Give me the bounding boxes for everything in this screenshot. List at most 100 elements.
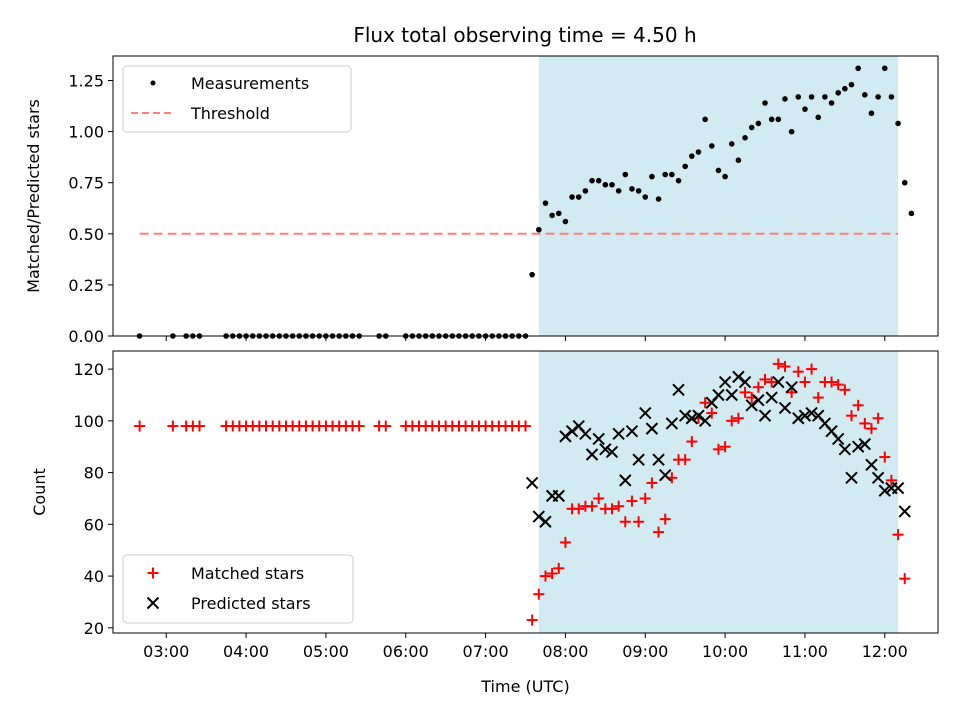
matched-star-point xyxy=(613,500,625,512)
measurement-point xyxy=(855,65,861,72)
measurement-point xyxy=(888,94,895,100)
matched-star-point xyxy=(539,570,551,582)
matched-star-point xyxy=(786,386,798,398)
predicted-star-point xyxy=(585,448,599,461)
measurement-point xyxy=(788,128,795,135)
measurement-point xyxy=(662,171,669,178)
predicted-star-point xyxy=(619,474,632,487)
predicted-star-point xyxy=(831,432,845,446)
predicted-star-point xyxy=(698,414,712,428)
predicted-star-point xyxy=(592,432,605,446)
measurement-point xyxy=(575,194,582,200)
bottom-legend: Matched stars Predicted stars xyxy=(122,554,354,624)
matched-star-point xyxy=(726,415,738,427)
matched-star-point xyxy=(852,399,864,411)
matched-star-point xyxy=(739,386,751,398)
matched-star-point xyxy=(134,420,146,432)
matched-star-point xyxy=(167,420,179,432)
predicted-star-point xyxy=(685,412,699,425)
matched-star-point xyxy=(892,529,904,541)
matched-star-point xyxy=(826,376,838,388)
matched-star-point xyxy=(586,500,598,512)
top-y-tick-label: 1.25 xyxy=(68,72,104,91)
matched-star-point xyxy=(646,477,658,489)
measurement-point xyxy=(549,212,555,219)
measurement-point xyxy=(722,173,728,180)
matched-star-point xyxy=(706,407,718,419)
matched-star-point xyxy=(559,536,571,548)
measurement-point xyxy=(569,194,575,200)
predicted-star-point xyxy=(539,515,552,528)
measurement-point xyxy=(655,196,662,202)
predicted-star-point xyxy=(599,443,612,456)
measurement-point xyxy=(875,94,881,100)
measurement-point xyxy=(622,171,629,178)
matched-star-point xyxy=(779,361,791,373)
predicted-star-point xyxy=(632,453,645,466)
bottom-axes-frame xyxy=(112,350,939,634)
measurement-point xyxy=(635,188,642,194)
top-legend-box xyxy=(122,65,352,133)
matched-star-point xyxy=(719,441,731,453)
predicted-star-point xyxy=(858,437,872,451)
matched-star-point xyxy=(573,503,585,515)
predicted-star-point xyxy=(579,427,592,440)
top-panel: 0.00 0.25 0.50 0.75 1.00 1.25 Matched/Predict… xyxy=(24,55,939,346)
matched-star-point xyxy=(593,492,605,504)
matched-star-point xyxy=(759,373,771,385)
predicted-star-point xyxy=(745,399,758,412)
measurement-point xyxy=(742,134,748,141)
predicted-star-point xyxy=(718,375,732,389)
measurement-point xyxy=(682,163,688,170)
measurement-point xyxy=(536,226,542,233)
predicted-star-point xyxy=(659,468,672,482)
legend-predicted-cross xyxy=(146,596,160,610)
measurement-point xyxy=(802,106,808,112)
measurement-point xyxy=(868,110,875,117)
matched-star-point xyxy=(699,397,711,409)
predicted-star-point xyxy=(798,409,812,422)
measurement-point xyxy=(895,120,901,127)
predicted-star-point xyxy=(792,412,805,425)
measurement-point xyxy=(728,141,735,147)
matched-star-point xyxy=(872,412,884,424)
measurement-point xyxy=(715,167,722,174)
x-tick-label: 05:00 xyxy=(303,642,349,661)
measurement-point xyxy=(669,171,675,178)
matched-star-point xyxy=(799,376,811,388)
matched-star-point xyxy=(679,454,691,466)
legend-matched-plus xyxy=(147,567,159,579)
measurement-point xyxy=(901,179,908,186)
predicted-star-point xyxy=(552,489,565,503)
predicted-star-point xyxy=(845,471,858,484)
x-tick-label: 06:00 xyxy=(383,642,429,661)
matched-star-point xyxy=(633,516,645,528)
predicted-star-point xyxy=(891,481,905,495)
measurement-point xyxy=(762,100,768,106)
predicted-star-point xyxy=(605,445,619,459)
x-tick-label: 10:00 xyxy=(702,642,748,661)
measurement-point xyxy=(649,173,655,180)
measurement-point xyxy=(755,120,762,127)
predicted-star-point xyxy=(738,375,752,389)
matched-star-point xyxy=(766,376,778,388)
top-y-tick-label: 0.75 xyxy=(68,174,104,193)
measurement-point xyxy=(702,116,708,123)
predicted-star-point xyxy=(678,409,692,422)
matched-star-point xyxy=(193,420,205,432)
measurement-point xyxy=(775,116,782,123)
top-axes-frame xyxy=(112,55,939,337)
measurement-point xyxy=(689,153,695,159)
predicted-star-point xyxy=(772,375,785,389)
measurement-point xyxy=(595,177,602,184)
measurement-point xyxy=(815,114,822,121)
predicted-star-point xyxy=(865,458,878,472)
measurement-point xyxy=(848,81,855,88)
bottom-y-tick-label: 20 xyxy=(84,619,104,638)
predicted-star-point xyxy=(838,443,852,456)
top-y-tick-label: 1.00 xyxy=(68,123,104,142)
measurement-point xyxy=(542,200,549,206)
measurement-point xyxy=(862,92,868,98)
matched-star-point xyxy=(606,503,618,515)
bottom-panel: 20 40 60 80 100 120 03:00 04:00 05:00 06:00 07:00… xyxy=(30,350,939,696)
